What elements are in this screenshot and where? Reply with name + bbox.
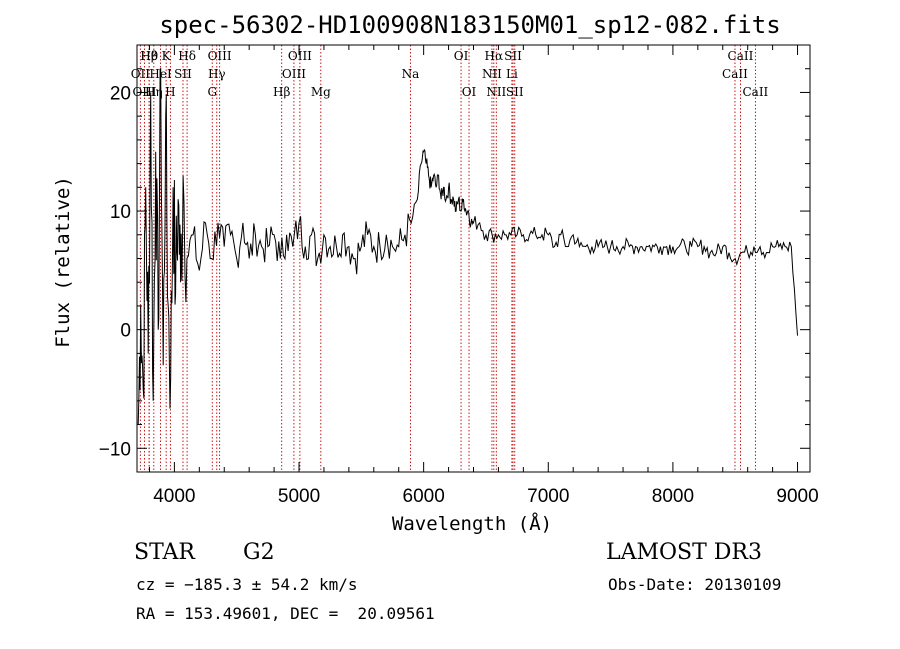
line-label-22: NII [486,85,506,99]
line-label-0: Hβ [140,49,157,63]
object-subclass: G2 [243,540,275,565]
x-tick-label-5: 9000 [776,486,818,507]
observation-date: Obs-Date: 20130109 [608,575,782,594]
line-label-6: HeI [149,67,172,81]
line-label-24: Li [506,67,518,81]
line-label-4: Hη [145,85,163,99]
line-label-18: OI [454,49,469,63]
line-label-7: H [165,85,175,99]
redshift-cz: cz = −185.3 ± 54.2 km/s [136,575,358,594]
line-label-9: SII [174,67,192,81]
line-label-10: OIII [208,49,232,63]
line-label-15: OIII [282,67,306,81]
line-label-27: CaII [722,67,748,81]
line-label-17: Na [402,67,420,81]
chart-title: spec-56302-HD100908N183150M01_sp12-082.f… [159,11,780,39]
line-labels: Hβ OII OIII Hθ Hη K HeI H Hδ SII OIII Hγ G Hβ OIII OIII… [131,49,769,99]
survey-name: LAMOST DR3 [606,540,762,565]
line-label-12: G [207,85,217,99]
y-tick-label-3: 20 [110,83,131,104]
line-label-14: OIII [288,49,312,63]
object-class: STAR [134,540,195,565]
line-label-1: OII [131,67,151,81]
sky-coordinates: RA = 153.49601, DEC = 20.09561 [136,604,435,623]
plot-frame [136,44,811,473]
line-label-3: Hθ [140,49,158,63]
line-label-8: Hδ [178,49,196,63]
line-label-23: SII [504,49,522,63]
x-tick-label-3: 7000 [527,486,569,507]
spectrum-flux-line [137,67,798,425]
line-label-2: OIII [132,85,156,99]
line-label-21: NII [482,67,502,81]
y-tick-label-2: 10 [110,202,131,223]
line-label-5: K [162,49,172,63]
axis-ticks: 4000 5000 6000 7000 8000 9000 −10 0 10 20 [99,44,819,507]
x-axis-label: Wavelength (Å) [392,512,552,535]
y-tick-label-1: 0 [120,321,131,342]
line-label-25: SII [506,85,524,99]
x-tick-label-4: 8000 [652,486,694,507]
x-tick-label-2: 6000 [403,486,445,507]
line-label-26: CaII [728,49,754,63]
line-label-20: Hα [485,49,504,63]
x-tick-label-1: 5000 [278,486,320,507]
line-label-19: OI [462,85,477,99]
line-label-16: Mg [311,85,331,99]
line-label-28: CaII [742,85,768,99]
line-label-13: Hβ [273,85,290,99]
y-axis-label: Flux (relative) [52,176,74,348]
y-tick-label-0: −10 [99,439,131,460]
x-tick-label-0: 4000 [153,486,195,507]
line-label-11: Hγ [208,67,226,81]
emission-line-markers [139,45,756,472]
